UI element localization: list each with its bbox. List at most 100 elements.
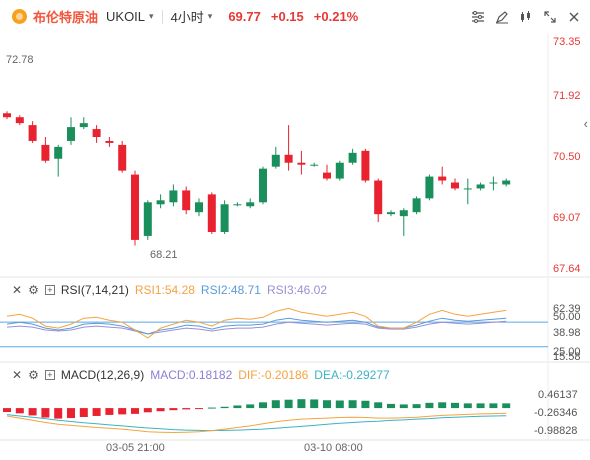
macd-histogram-bar	[361, 400, 370, 409]
rsi1-line	[6, 307, 507, 339]
macd-histogram-bar	[207, 407, 216, 409]
timeframe-selector[interactable]: 4小时	[170, 10, 204, 25]
macd-value: MACD:0.18182	[150, 368, 233, 382]
candle-body	[207, 194, 216, 232]
macd-histogram-bar	[476, 403, 485, 409]
candle-body	[438, 176, 447, 181]
indicator-settings-icon[interactable]	[468, 7, 488, 27]
macd-histogram-bar	[118, 408, 127, 415]
macd-histogram-bar	[246, 404, 255, 409]
candle-body	[271, 154, 280, 167]
macd-histogram-bar	[489, 403, 498, 409]
candle-body	[297, 162, 306, 165]
candle-body	[259, 168, 267, 203]
macd-histogram-bar	[182, 408, 191, 410]
price-axis-label: 73.35	[553, 36, 581, 48]
candle-body	[489, 182, 498, 184]
candle-body	[156, 200, 165, 205]
candle-body	[310, 164, 319, 166]
candle-body	[323, 172, 331, 179]
chart-header: 布伦特原油 UKOIL ▾ 4小时 ▾ 69.77 +0.15 +0.21%	[0, 0, 590, 33]
expand-box-icon[interactable]: +	[44, 285, 55, 295]
instrument-name[interactable]: 布伦特原油	[33, 10, 99, 25]
candle-body	[284, 154, 293, 163]
macd-histogram-bar	[259, 402, 267, 409]
macd-histogram-bar	[3, 408, 11, 413]
price-axis-label: 70.50	[553, 151, 581, 163]
macd-histogram-bar	[271, 400, 280, 409]
candle-body	[79, 123, 88, 128]
last-price: 69.77	[228, 9, 261, 24]
chart-toolbar	[468, 7, 584, 27]
dea-line	[6, 414, 507, 432]
timeframe-dropdown-icon[interactable]: ▾	[207, 11, 213, 21]
macd-histogram-bar	[323, 400, 331, 409]
price-change: +0.15	[270, 9, 304, 24]
rsi3-value: RSI3:46.02	[266, 283, 328, 297]
candle-body	[3, 113, 11, 118]
x-axis-label: 03-05 21:00	[106, 442, 165, 454]
rsi3-line	[6, 320, 507, 335]
macd-histogram-bar	[374, 402, 383, 409]
macd-histogram-bar	[463, 403, 472, 409]
candle-body	[451, 182, 459, 189]
macd-histogram-bar	[348, 400, 357, 409]
macd-histogram-bar	[41, 408, 50, 418]
rsi2-line	[6, 317, 507, 335]
dif-value: DIF:-0.20186	[238, 368, 309, 382]
candle-body	[118, 144, 127, 171]
macd-histogram-bar	[105, 408, 114, 415]
rsi-axis-label: 15.58	[553, 351, 581, 363]
price-axis-label: 71.92	[553, 90, 581, 102]
candle-body	[220, 204, 229, 232]
symbol-logo-icon	[12, 9, 27, 24]
rsi-axis-label: 62.39	[553, 303, 581, 315]
close-icon[interactable]	[564, 7, 584, 27]
macd-histogram-bar	[67, 408, 75, 419]
chart-type-icon[interactable]	[516, 7, 536, 27]
macd-histogram-bar	[297, 399, 306, 409]
macd-histogram-bar	[143, 408, 152, 413]
macd-histogram-bar	[425, 402, 434, 409]
candle-body	[463, 188, 472, 190]
macd-histogram-bar	[438, 402, 447, 409]
macd-histogram-bar	[156, 408, 165, 412]
candle-body	[412, 198, 421, 213]
candle-body	[54, 146, 63, 159]
symbol-dropdown-icon[interactable]: ▾	[149, 11, 154, 21]
candle-body	[348, 152, 357, 163]
collapse-panel-icon[interactable]: ‹	[583, 116, 588, 131]
macd-histogram-bar	[233, 405, 242, 409]
settings-icon[interactable]: ⚙	[28, 368, 39, 382]
macd-legend: ✕ ⚙ + MACD(12,26,9) MACD:0.18182 DIF:-0.…	[12, 368, 390, 382]
rsi2-value: RSI2:48.71	[200, 283, 261, 297]
x-axis-label: 03-10 08:00	[304, 442, 363, 454]
macd-axis-label: -0.98828	[534, 425, 578, 437]
collapse-icon[interactable]: ✕	[12, 368, 23, 382]
drawing-tool-icon[interactable]	[492, 7, 512, 27]
symbol-code[interactable]: UKOIL	[106, 9, 146, 24]
macd-histogram-bar	[412, 404, 421, 409]
rsi1-value: RSI1:54.28	[134, 283, 195, 297]
candle-body	[195, 202, 203, 213]
candle-body	[246, 202, 255, 207]
candle-body	[502, 180, 511, 185]
price-axis-label: 69.07	[553, 212, 581, 224]
rsi-axis-label: 38.98	[553, 327, 581, 339]
settings-icon[interactable]: ⚙	[28, 283, 39, 297]
dea-value: DEA:-0.29277	[314, 368, 390, 382]
macd-histogram-bar	[54, 408, 63, 419]
candle-body	[476, 184, 485, 189]
candle-body	[399, 210, 408, 217]
candle-body	[15, 117, 24, 124]
period-high-label: 72.78	[6, 54, 34, 66]
expand-box-icon[interactable]: +	[44, 370, 55, 380]
macd-histogram-bar	[387, 403, 395, 409]
collapse-icon[interactable]: ✕	[12, 283, 23, 297]
macd-histogram-bar	[310, 399, 319, 409]
macd-histogram-bar	[399, 404, 408, 409]
fullscreen-icon[interactable]	[540, 7, 560, 27]
candle-body	[425, 176, 434, 199]
candle-body	[335, 162, 344, 179]
